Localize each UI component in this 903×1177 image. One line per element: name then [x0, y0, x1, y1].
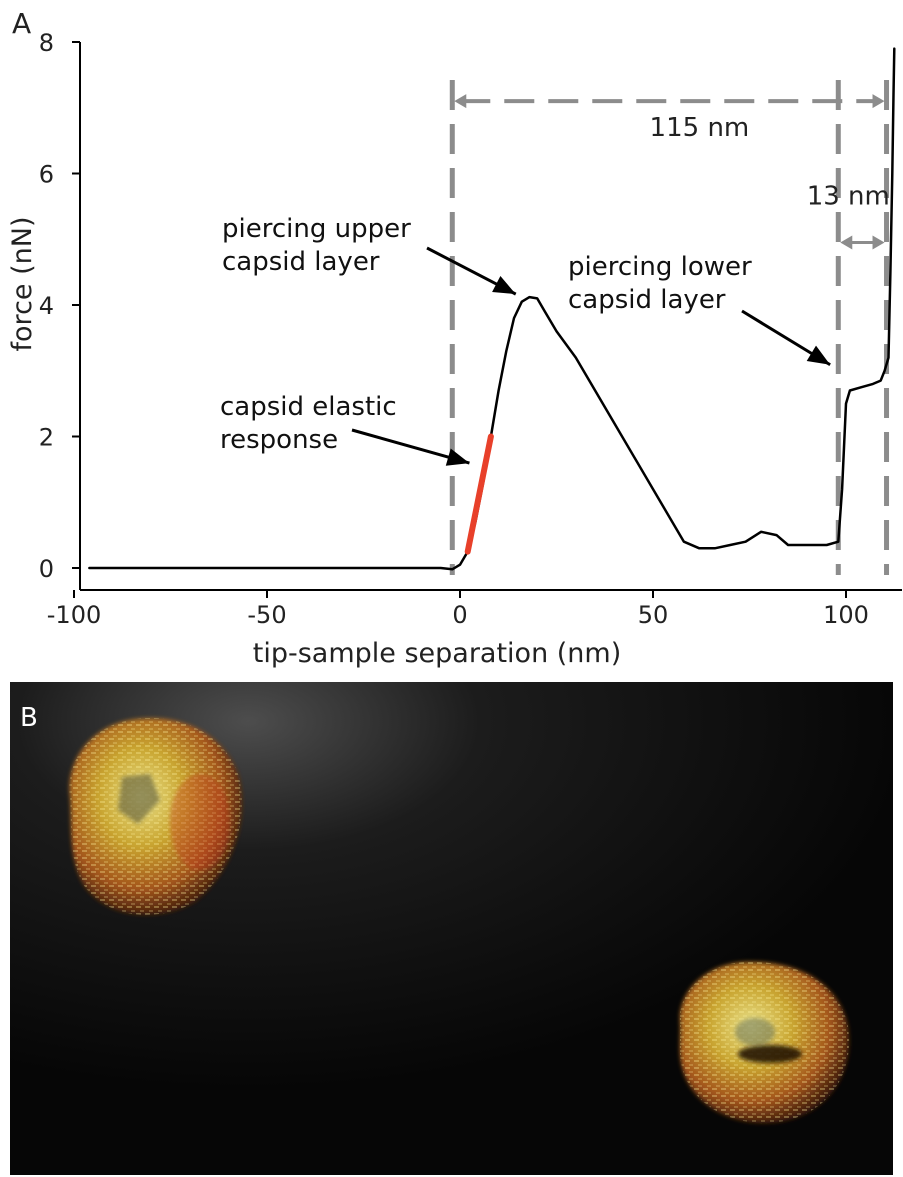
reference-lines: [449, 80, 890, 575]
x-axis-ticks: -100 -50 0 50 100: [47, 590, 869, 629]
dimension-arrowhead: [872, 94, 885, 109]
dimension-label: 13 nm: [807, 182, 890, 212]
annotation-arrowhead: [806, 345, 831, 365]
afm-image-panel: B: [10, 682, 893, 1175]
y-tick-label: 0: [39, 555, 54, 583]
dimension-markers: 115 nm 13 nm: [454, 94, 890, 250]
x-tick-label: -100: [47, 601, 101, 629]
dimension-arrowhead: [872, 235, 885, 250]
panel-label-a: A: [12, 7, 31, 40]
y-tick-label: 4: [39, 292, 54, 320]
annotation-arrowhead: [492, 276, 516, 295]
annotation-label: capsid layer: [222, 247, 380, 277]
y-tick-label: 8: [39, 29, 54, 57]
annotation-label: capsid layer: [568, 285, 726, 315]
annotation-label: capsid elastic: [220, 392, 397, 422]
x-tick-label: 0: [452, 601, 467, 629]
x-axis-label: tip-sample separation (nm): [253, 638, 622, 669]
x-tick-label: 50: [638, 601, 669, 629]
y-tick-label: 2: [39, 424, 54, 452]
virus-capsid-1: [69, 718, 243, 915]
panel-label-b: B: [20, 703, 38, 733]
annotation-label: piercing lower: [568, 252, 752, 282]
force-curve-line: [88, 47, 896, 571]
dimension-arrowhead: [840, 235, 853, 250]
y-axis-label: force (nN): [7, 217, 38, 352]
annotation-label: piercing upper: [222, 214, 411, 244]
x-tick-label: -50: [247, 601, 286, 629]
dimension-arrowhead: [454, 94, 467, 109]
annotation-arrowhead: [445, 448, 470, 466]
chart-axes: [79, 42, 902, 591]
x-tick-label: 100: [823, 601, 869, 629]
force-distance-chart: A 0 2 4 6 8 -100 -50 0 50 100 tip-sample separat…: [7, 7, 902, 669]
virus-capsid-2: [679, 961, 850, 1124]
y-tick-label: 6: [39, 161, 54, 189]
dimension-label: 115 nm: [650, 113, 750, 143]
elastic-response-segment: [464, 433, 494, 555]
y-axis-ticks: 0 2 4 6 8: [39, 29, 80, 583]
data-series: [88, 47, 896, 571]
annotation-label: response: [220, 425, 338, 455]
